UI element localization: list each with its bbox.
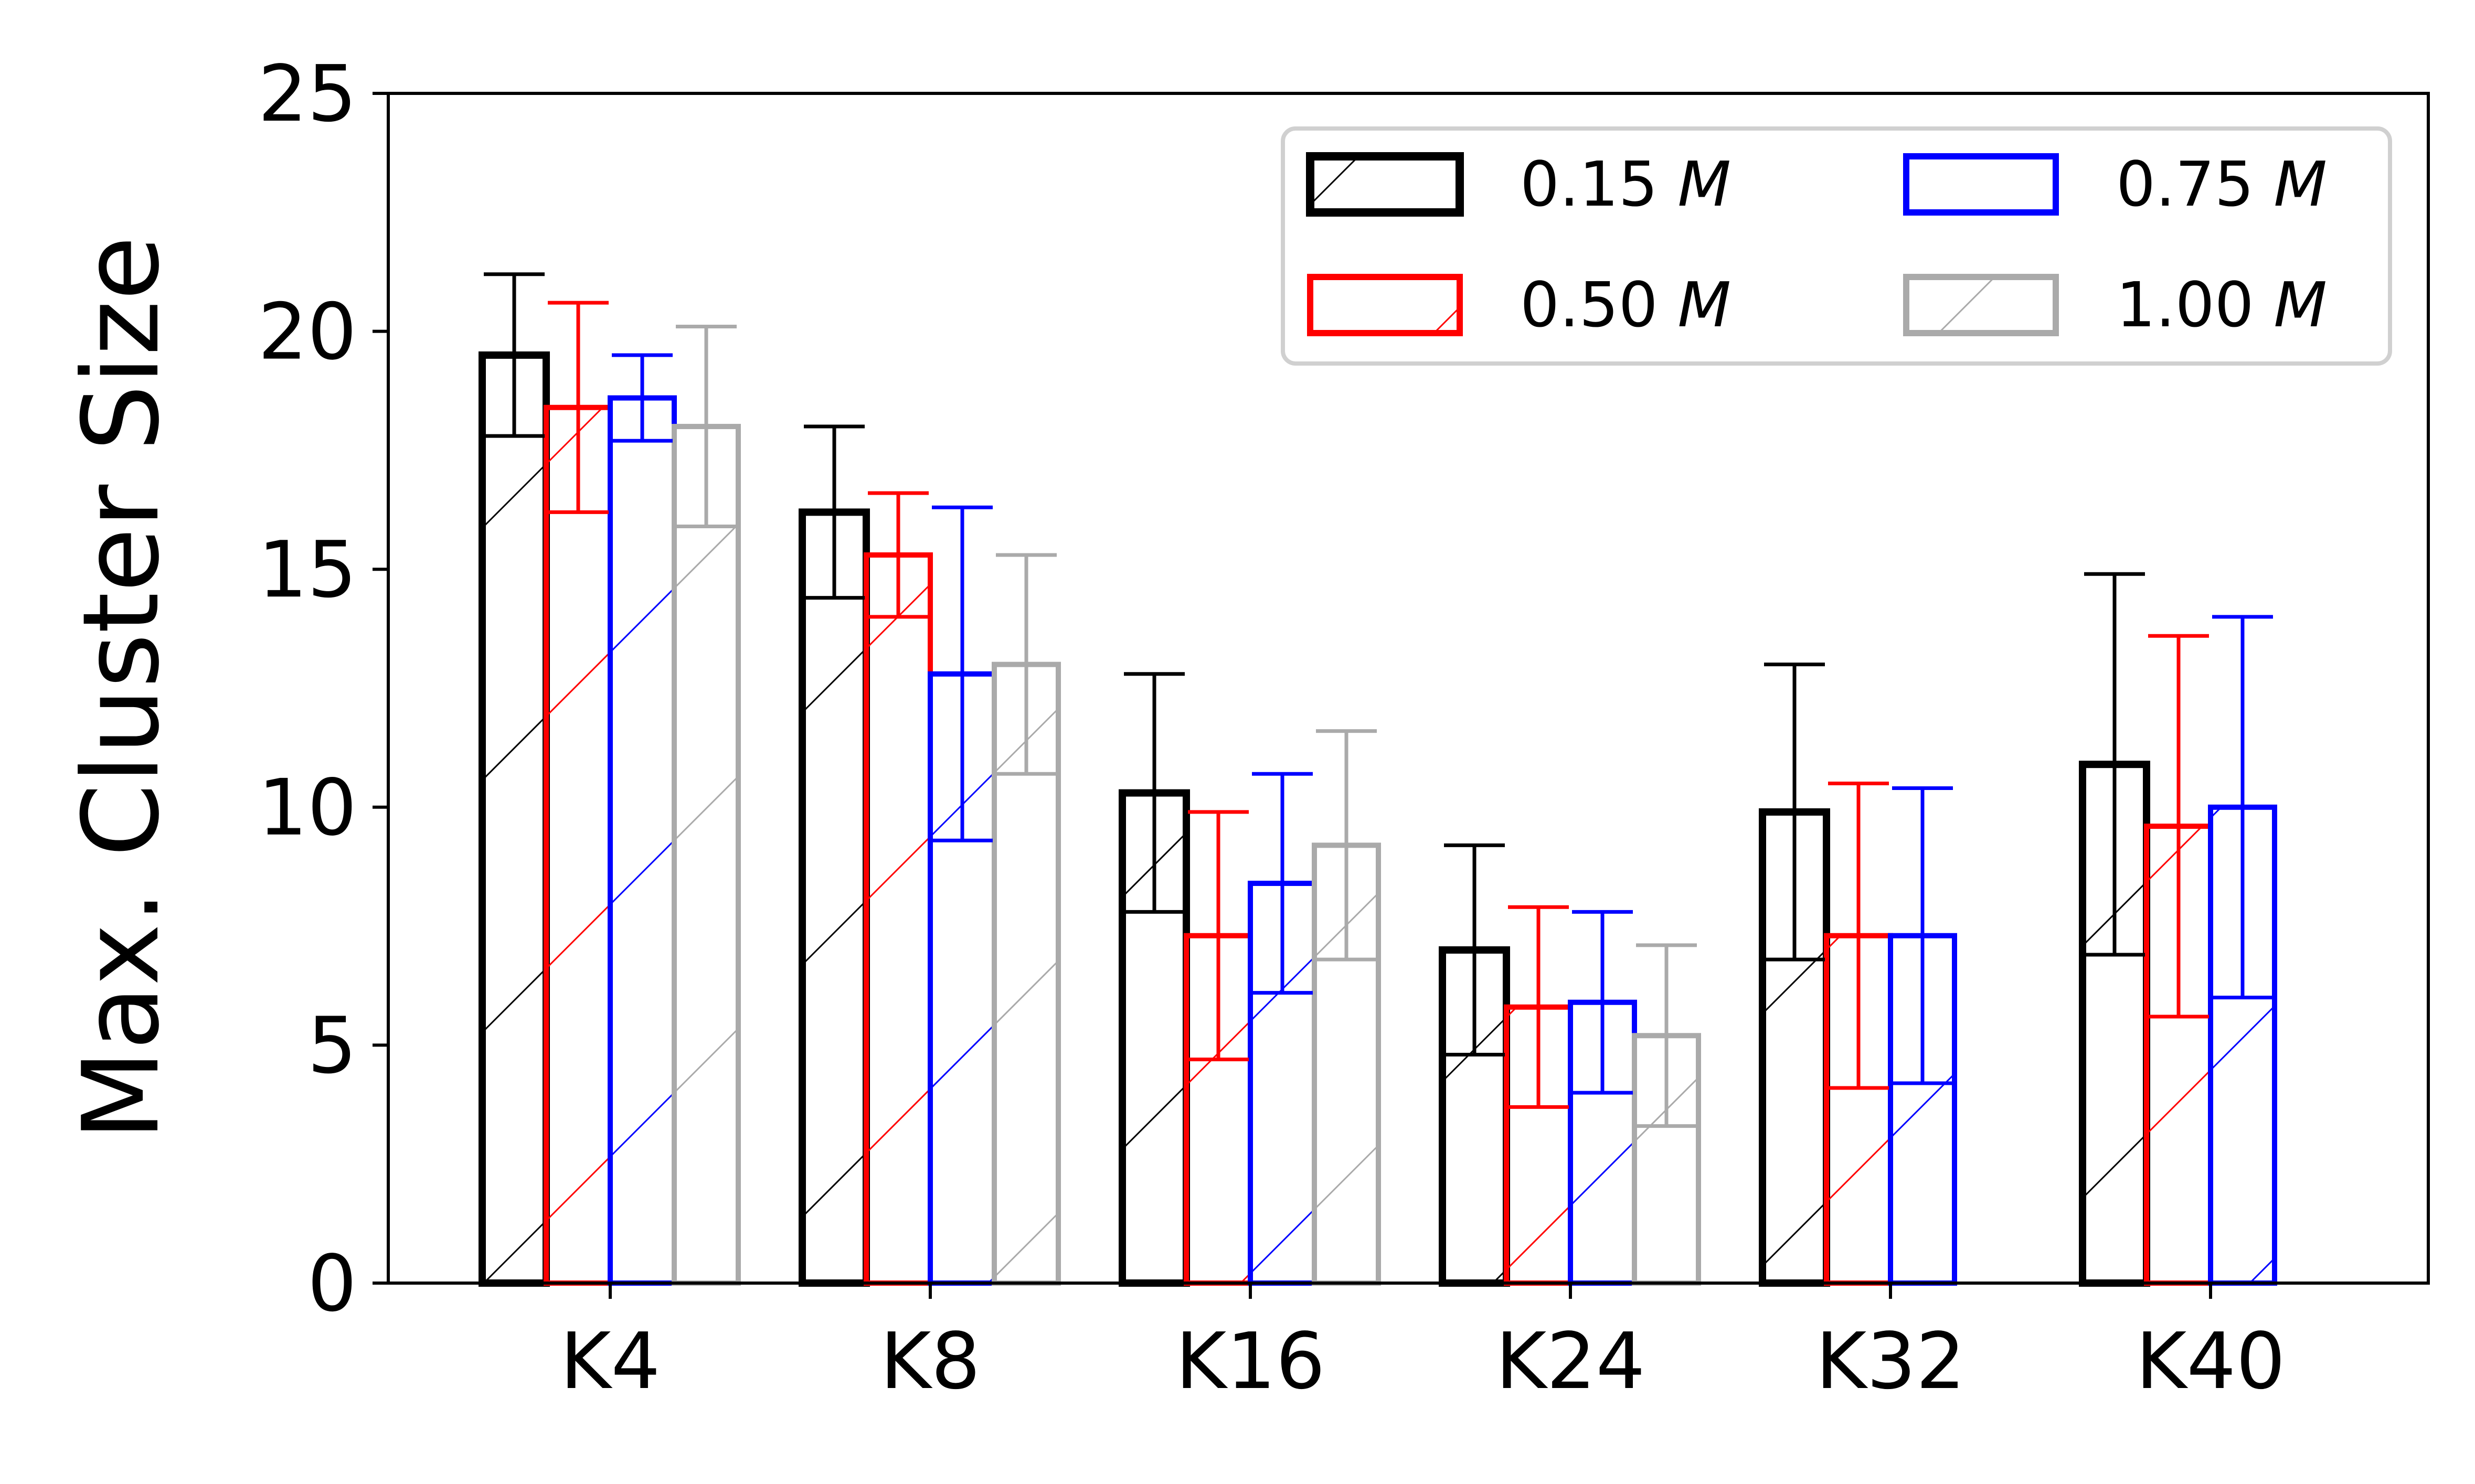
error-bar-k8-series-3 — [996, 553, 1057, 776]
error-bar-k4-series-0 — [484, 272, 545, 438]
bar-k4-series-2 — [608, 395, 677, 1286]
error-bar-k16-series-1 — [1188, 810, 1249, 1062]
legend: 0.15 M 0.50 M 0.75 M 1.00 M — [1281, 126, 2392, 366]
y-tick-label: 25 — [258, 49, 357, 139]
error-bar-k4-series-3 — [676, 325, 737, 529]
bars-layer — [479, 351, 2277, 1287]
x-tick-label: K4 — [560, 1316, 660, 1406]
bar-k4-series-3 — [672, 424, 741, 1286]
error-bar-k40-series-2 — [2212, 615, 2273, 1000]
error-bar-k8-series-1 — [868, 491, 929, 619]
bar-k8-series-0 — [799, 508, 870, 1287]
error-bar-k32-series-1 — [1828, 781, 1889, 1090]
error-bar-k16-series-2 — [1252, 772, 1313, 995]
legend-swatch — [1903, 274, 2059, 336]
y-axis-label: Max. Cluster Size — [60, 236, 183, 1141]
legend-label: 0.15 M — [1520, 148, 1731, 220]
error-bar-k40-series-0 — [2084, 572, 2145, 957]
x-axis: K4 K8 K16 K24 K32 K40 — [560, 1283, 2286, 1406]
error-bar-k8-series-0 — [804, 424, 865, 600]
error-bars-layer — [484, 272, 2273, 1128]
error-bar-k8-series-2 — [932, 505, 993, 842]
error-bar-k24-series-1 — [1508, 905, 1569, 1109]
error-bar-k24-series-0 — [1444, 843, 1505, 1057]
bar-k4-series-1 — [544, 404, 613, 1286]
error-bar-k4-series-2 — [612, 353, 673, 443]
legend-label: 1.00 M — [2116, 269, 2327, 341]
bar-k8-series-1 — [864, 552, 933, 1286]
bar-k4-series-0 — [479, 351, 550, 1287]
error-bar-k32-series-2 — [1892, 786, 1953, 1085]
error-bar-k24-series-2 — [1572, 910, 1633, 1095]
y-tick-label: 0 — [307, 1239, 357, 1329]
error-bar-k40-series-1 — [2148, 634, 2209, 1019]
x-tick-label: K8 — [880, 1316, 980, 1406]
legend-swatch — [1903, 153, 2059, 216]
y-tick-label: 10 — [258, 763, 357, 853]
legend-label: 0.50 M — [1520, 269, 1731, 341]
legend-box — [1281, 126, 2392, 366]
error-bar-k4-series-1 — [548, 301, 609, 514]
x-tick-label: K24 — [1495, 1316, 1645, 1406]
y-axis: 0 5 10 15 20 25 — [258, 49, 388, 1329]
legend-swatch — [1307, 274, 1463, 336]
error-bar-k32-series-0 — [1764, 663, 1825, 962]
error-bar-k24-series-3 — [1636, 943, 1697, 1128]
y-tick-label: 5 — [307, 1000, 357, 1091]
x-tick-label: K40 — [2136, 1316, 2285, 1406]
error-bar-k16-series-0 — [1124, 672, 1185, 914]
x-tick-label: K16 — [1175, 1316, 1325, 1406]
legend-label: 0.75 M — [2116, 148, 2327, 220]
y-tick-label: 20 — [258, 287, 357, 377]
y-tick-label: 15 — [258, 525, 357, 615]
legend-swatch — [1306, 152, 1464, 217]
plot-frame — [387, 92, 2430, 1285]
error-bar-k16-series-3 — [1316, 729, 1377, 962]
x-tick-label: K32 — [1815, 1316, 1965, 1406]
